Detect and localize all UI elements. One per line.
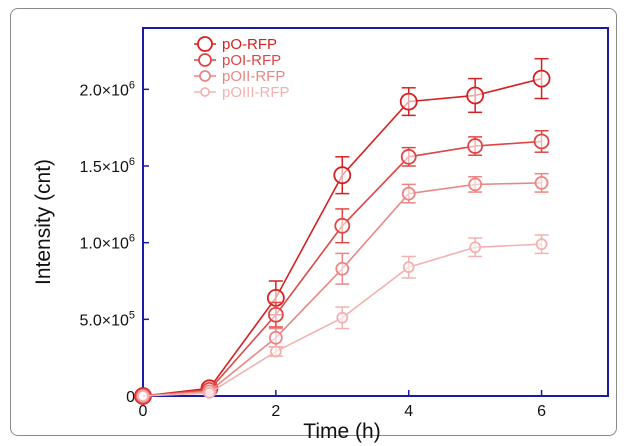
data-point	[333, 166, 352, 185]
series-4	[137, 234, 549, 402]
x-tick-label: 6	[537, 403, 546, 420]
series-layer	[134, 57, 551, 405]
data-point	[269, 345, 282, 358]
data-point	[401, 186, 416, 201]
y-tick-label: 1.5×106	[79, 156, 135, 176]
y-tick-label: 2.0×106	[79, 79, 135, 99]
legend-label: pOI-RFP	[222, 52, 281, 69]
data-point	[203, 387, 216, 399]
data-point	[468, 177, 483, 192]
plot-frame	[142, 27, 609, 397]
data-point	[466, 86, 485, 105]
x-tick-label: 4	[404, 403, 413, 420]
figure-frame	[10, 8, 617, 436]
data-point	[267, 306, 284, 323]
y-axis-label: Intensity (cnt)	[32, 159, 55, 285]
legend-label: pOII-RFP	[222, 68, 285, 85]
data-point	[335, 261, 350, 276]
data-point	[137, 390, 149, 402]
data-point	[467, 138, 484, 154]
legend-item: pOIII-RFP	[194, 84, 290, 101]
data-point	[533, 133, 550, 150]
data-point	[535, 238, 548, 251]
legend-marker	[199, 70, 211, 82]
legend-item: pO-RFP	[194, 36, 277, 53]
data-point	[336, 311, 349, 324]
legend-item: pOII-RFP	[194, 68, 285, 85]
y-tick-label: 1.0×106	[79, 233, 135, 253]
y-tick-label: 5.0×105	[79, 309, 135, 329]
data-point	[334, 217, 351, 234]
data-point	[399, 92, 418, 111]
data-point	[402, 261, 415, 274]
legend-label: pO-RFP	[222, 36, 277, 53]
legend-marker	[200, 87, 210, 97]
data-point	[268, 330, 283, 345]
legend-label: pOIII-RFP	[222, 84, 290, 101]
x-tick-label: 0	[139, 403, 148, 420]
legend-marker	[197, 36, 213, 52]
legend-marker	[198, 53, 212, 67]
series-3	[136, 172, 549, 403]
data-point	[532, 69, 551, 88]
data-point	[534, 175, 549, 190]
data-point	[400, 148, 417, 165]
x-axis-label: Time (h)	[303, 420, 380, 443]
data-point	[469, 241, 482, 254]
axes: 0 2 4 6 0 5.0×105 1.0×106 1.5×106 2.0×106	[79, 27, 609, 420]
y-tick-label: 0	[126, 389, 135, 406]
legend-item: pOI-RFP	[194, 52, 281, 69]
x-tick-label: 2	[271, 403, 280, 420]
